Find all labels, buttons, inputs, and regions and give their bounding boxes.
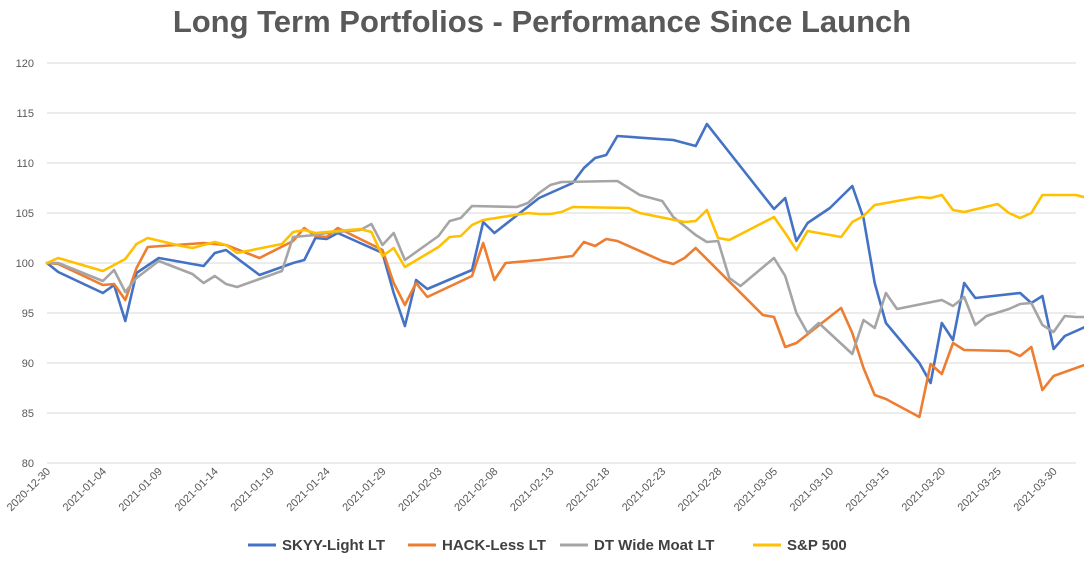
x-tick-label: 2021-03-20	[900, 466, 948, 514]
x-tick-label: 2021-01-04	[61, 466, 109, 514]
x-tick-label: 2021-02-08	[452, 466, 500, 514]
y-tick-label: 80	[22, 458, 34, 470]
legend-entry: HACK-Less LT	[442, 537, 546, 554]
x-tick-label: 2021-03-10	[788, 466, 836, 514]
x-tick-label: 2020-12-30	[5, 466, 53, 514]
x-tick-label: 2021-01-19	[229, 466, 277, 514]
series-line-2	[45, 179, 1084, 356]
y-tick-label: 85	[22, 408, 34, 420]
y-tick-label: 95	[22, 308, 34, 320]
legend-entry: S&P 500	[787, 537, 847, 554]
x-tick-label: 2021-02-03	[396, 466, 444, 514]
x-tick-label: 2021-03-05	[732, 466, 780, 514]
y-tick-label: 110	[16, 158, 34, 170]
x-tick-label: 2021-02-23	[620, 466, 668, 514]
x-axis-ticks: 2020-12-30 2021-01-04 2021-01-09 2021-01-14…	[5, 466, 1060, 514]
y-tick-label: 120	[16, 58, 34, 70]
series-line-1	[45, 226, 1084, 419]
legend-entry: DT Wide Moat LT	[594, 537, 714, 554]
x-tick-label: 2021-03-30	[1011, 466, 1059, 514]
legend: SKYY-Light LT HACK-Less LT DT Wide Moat LT…	[248, 537, 847, 554]
chart-title: Long Term Portfolios - Performance Since…	[172, 4, 912, 39]
x-tick-label: 2021-03-15	[844, 466, 892, 514]
x-tick-label: 2021-01-09	[117, 466, 165, 514]
x-tick-label: 2021-02-18	[564, 466, 612, 514]
x-tick-label: 2021-03-25	[956, 466, 1004, 514]
x-tick-label: 2021-02-28	[676, 466, 724, 514]
series-line-0	[45, 122, 1084, 385]
y-tick-label: 90	[22, 358, 34, 370]
y-tick-label: 105	[16, 208, 34, 220]
x-tick-label: 2021-01-24	[284, 466, 332, 514]
x-tick-label: 2021-01-14	[173, 466, 221, 514]
x-tick-label: 2021-02-13	[508, 466, 556, 514]
series-line-3	[45, 193, 1084, 273]
y-tick-label: 115	[16, 108, 34, 120]
legend-entry: SKYY-Light LT	[282, 537, 385, 554]
series-lines	[45, 122, 1084, 419]
x-tick-label: 2021-01-29	[340, 466, 388, 514]
y-axis-ticks: 80 85 90 95 100 105 110 115 120	[16, 58, 34, 470]
y-tick-label: 100	[16, 258, 34, 270]
